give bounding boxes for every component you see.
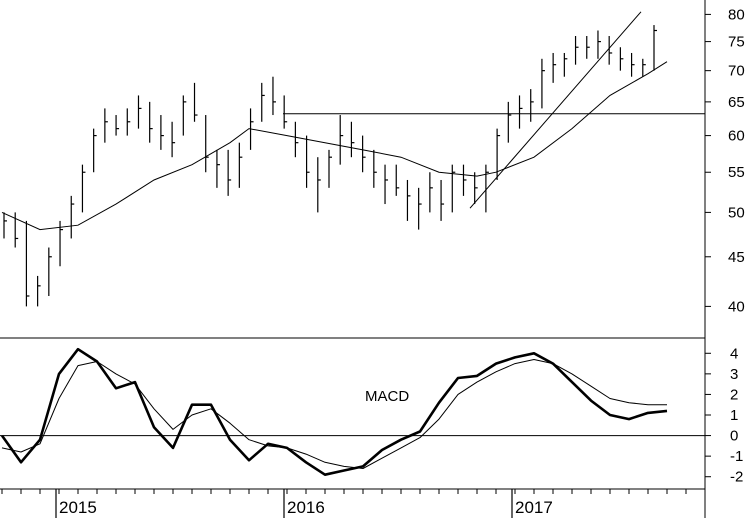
price-tick-label: 80 xyxy=(728,6,745,23)
price-panel: 40 45 50 55 60 65 70 75 80 xyxy=(1,6,745,315)
price-tick-label: 60 xyxy=(728,128,745,145)
macd-tick-label: 4 xyxy=(730,345,738,362)
year-label: 2015 xyxy=(59,498,97,517)
macd-tick-label: 0 xyxy=(730,428,738,445)
macd-tick-label: 3 xyxy=(730,366,738,383)
macd-tick-label: -1 xyxy=(730,448,743,465)
price-tick-label: 65 xyxy=(728,94,745,111)
price-tick-label: 45 xyxy=(728,249,745,266)
year-label: 2017 xyxy=(515,498,553,517)
macd-panel: -2 -1 0 1 2 3 4 xyxy=(0,345,743,486)
moving-average-line xyxy=(1,61,668,231)
macd-tick-label: 2 xyxy=(730,386,738,403)
trend-line xyxy=(469,11,642,209)
price-tick-label: 40 xyxy=(728,298,745,315)
macd-tick-label: 1 xyxy=(730,407,738,424)
macd-label: MACD xyxy=(365,388,409,405)
year-label: 2016 xyxy=(287,498,325,517)
price-tick-label: 75 xyxy=(728,34,745,51)
time-axis: 2015 2016 2017 xyxy=(1,489,706,518)
macd-signal-line xyxy=(1,359,667,469)
macd-tick-label: -2 xyxy=(730,469,743,486)
price-tick-label: 50 xyxy=(728,204,745,221)
macd-line xyxy=(0,347,668,477)
price-tick-label: 70 xyxy=(728,63,745,80)
price-tick-label: 55 xyxy=(728,164,745,181)
